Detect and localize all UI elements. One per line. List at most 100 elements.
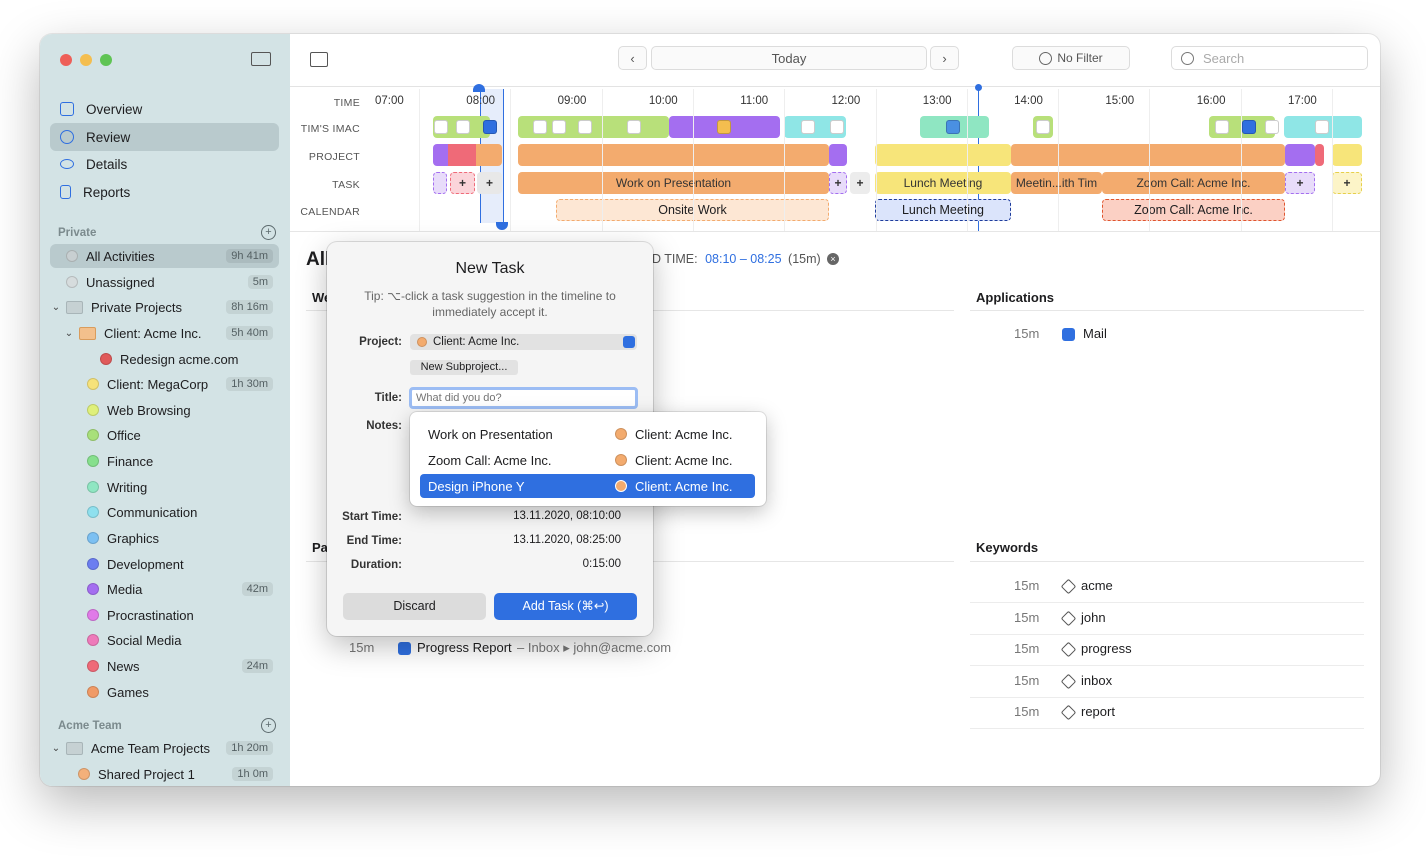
calendar-event-zoom-call[interactable]: Zoom Call: Acme Inc. — [1102, 199, 1285, 221]
sidebar-project-row[interactable]: Games — [50, 680, 279, 704]
keynote-icon[interactable] — [552, 120, 566, 134]
app-store-icon[interactable] — [946, 120, 960, 134]
task-suggestion-add[interactable]: + — [477, 172, 502, 194]
zoom-window-button[interactable] — [100, 54, 112, 66]
task-suggestion[interactable] — [433, 172, 447, 194]
project-bar-media[interactable] — [829, 144, 847, 166]
chevron-down-icon[interactable]: ⌄ — [51, 742, 61, 754]
calendar-event-onsite-work[interactable]: Onsite Work — [556, 199, 829, 221]
sidebar-project-row[interactable]: Communication — [50, 500, 279, 524]
selection-handle-end[interactable] — [496, 222, 508, 230]
task-zoom-call[interactable]: Zoom Call: Acme Inc. — [1102, 172, 1285, 194]
sidebar-project-row[interactable]: Web Browsing — [50, 398, 279, 422]
project-bar-megacorp[interactable] — [1332, 144, 1362, 166]
minimize-window-button[interactable] — [80, 54, 92, 66]
chrome-icon[interactable] — [1215, 120, 1229, 134]
project-bar-acme[interactable] — [1011, 144, 1285, 166]
close-window-button[interactable] — [60, 54, 72, 66]
duration-field[interactable]: 0:15:00 — [497, 558, 637, 570]
project-bar-redesign[interactable] — [448, 144, 476, 166]
project-bar-media[interactable] — [433, 144, 448, 166]
task-meeting-with-tim[interactable]: Meetin...ith Tim — [1011, 172, 1102, 194]
today-button[interactable]: Today — [651, 46, 927, 70]
keyword-row[interactable]: 15m inbox — [970, 666, 1364, 698]
application-row[interactable]: 15m Mail — [970, 326, 1364, 348]
keyword-row[interactable]: 15m report — [970, 697, 1364, 729]
sidebar-project-row[interactable]: Development — [50, 552, 279, 576]
sketch-icon[interactable] — [717, 120, 731, 134]
keyword-row[interactable]: 15m john — [970, 603, 1364, 635]
end-time-field[interactable]: 13.11.2020, 08:25:00 — [497, 534, 637, 546]
document-row[interactable]: 15m Progress Report – Inbox ▸ john@acme.… — [306, 640, 954, 662]
next-day-button[interactable]: › — [930, 46, 959, 70]
mail-icon[interactable] — [1242, 120, 1256, 134]
chevron-down-icon[interactable]: ⌄ — [64, 327, 74, 339]
add-task-button[interactable]: Add Task (⌘↩) — [494, 593, 637, 620]
selection-handle-start[interactable] — [473, 84, 485, 92]
project-bar-megacorp[interactable] — [875, 144, 1011, 166]
nav-details[interactable]: Details — [50, 150, 279, 178]
safari-icon[interactable] — [1315, 120, 1329, 134]
task-suggestion-add[interactable]: + — [1285, 172, 1315, 194]
chrome-icon[interactable] — [434, 120, 448, 134]
nav-reports[interactable]: Reports — [50, 178, 279, 206]
project-select[interactable]: Client: Acme Inc. — [410, 334, 637, 350]
notes-icon[interactable] — [578, 120, 592, 134]
sidebar-project-row[interactable]: Redesign acme.com — [50, 347, 279, 371]
discard-button[interactable]: Discard — [343, 593, 486, 620]
sidebar-project-row[interactable]: Client: MegaCorp 1h 30m — [50, 372, 279, 396]
sidebar-team-row[interactable]: Shared Project 1 1h 0m — [50, 762, 279, 786]
suggestion-row[interactable]: Work on Presentation Client: Acme Inc. — [420, 422, 755, 446]
search-field[interactable]: Search — [1171, 46, 1368, 70]
safari-icon[interactable] — [456, 120, 470, 134]
sidebar-project-row[interactable]: News 24m — [50, 654, 279, 678]
sidebar-project-row[interactable]: All Activities 9h 41m — [50, 244, 279, 268]
sidebar-project-row[interactable]: Office — [50, 423, 279, 447]
keyword-row[interactable]: 15m progress — [970, 634, 1364, 666]
timeline[interactable]: TIME TIM'S IMAC PROJECT TASK CALENDAR — [290, 86, 1380, 232]
sidebar-team-row[interactable]: ⌄ Acme Team Projects 1h 20m — [50, 736, 279, 760]
sidebar-project-row[interactable]: Media 42m — [50, 577, 279, 601]
task-lunch-meeting[interactable]: Lunch Meeting — [875, 172, 1011, 194]
calendar-event-lunch-meeting[interactable]: Lunch Meeting — [875, 199, 1011, 221]
project-bar-acme[interactable] — [518, 144, 829, 166]
new-folder-icon[interactable] — [251, 52, 271, 66]
nav-overview[interactable]: Overview — [50, 95, 279, 123]
new-subproject-button[interactable]: New Subproject... — [410, 360, 518, 375]
sidebar-project-row[interactable]: ⌄ Client: Acme Inc. 5h 40m — [50, 321, 279, 345]
chrome-icon[interactable] — [1265, 120, 1279, 134]
sidebar-project-row[interactable]: Graphics — [50, 526, 279, 550]
sidebar-project-row[interactable]: Social Media — [50, 628, 279, 652]
task-suggestion-add[interactable]: + — [1332, 172, 1362, 194]
keynote-icon[interactable] — [801, 120, 815, 134]
clear-selection-icon[interactable]: × — [827, 253, 839, 265]
title-input[interactable] — [409, 387, 638, 409]
previous-day-button[interactable]: ‹ — [618, 46, 647, 70]
sidebar-project-row[interactable]: Finance — [50, 449, 279, 473]
task-work-on-presentation[interactable]: Work on Presentation — [518, 172, 829, 194]
sidebar-project-row[interactable]: Procrastination — [50, 603, 279, 627]
chrome-icon[interactable] — [830, 120, 844, 134]
project-bar-acme[interactable] — [476, 144, 502, 166]
project-bar-news[interactable] — [1315, 144, 1324, 166]
keynote-icon[interactable] — [627, 120, 641, 134]
calendar-add-icon[interactable] — [310, 52, 328, 67]
nav-review[interactable]: Review — [50, 123, 279, 151]
chrome-icon[interactable] — [1036, 120, 1050, 134]
task-suggestion-add[interactable]: + — [450, 172, 475, 194]
add-private-project-icon[interactable]: + — [261, 225, 276, 240]
suggestion-row[interactable]: Zoom Call: Acme Inc. Client: Acme Inc. — [420, 448, 755, 472]
suggestion-row-selected[interactable]: Design iPhone Y Client: Acme Inc. — [420, 474, 755, 498]
start-time-field[interactable]: 13.11.2020, 08:10:00 — [497, 510, 637, 522]
add-team-project-icon[interactable]: + — [261, 718, 276, 733]
keyword-row[interactable]: 15m acme — [970, 571, 1364, 603]
task-suggestion-add[interactable]: + — [850, 172, 870, 194]
sidebar-project-row[interactable]: Writing — [50, 475, 279, 499]
task-suggestion-add[interactable]: + — [829, 172, 847, 194]
chevron-down-icon[interactable]: ⌄ — [51, 301, 61, 313]
notes-icon[interactable] — [533, 120, 547, 134]
project-bar-media[interactable] — [1285, 144, 1315, 166]
mail-icon[interactable] — [483, 120, 497, 134]
filter-button[interactable]: No Filter — [1012, 46, 1130, 70]
sidebar-project-row[interactable]: ⌄ Private Projects 8h 16m — [50, 295, 279, 319]
